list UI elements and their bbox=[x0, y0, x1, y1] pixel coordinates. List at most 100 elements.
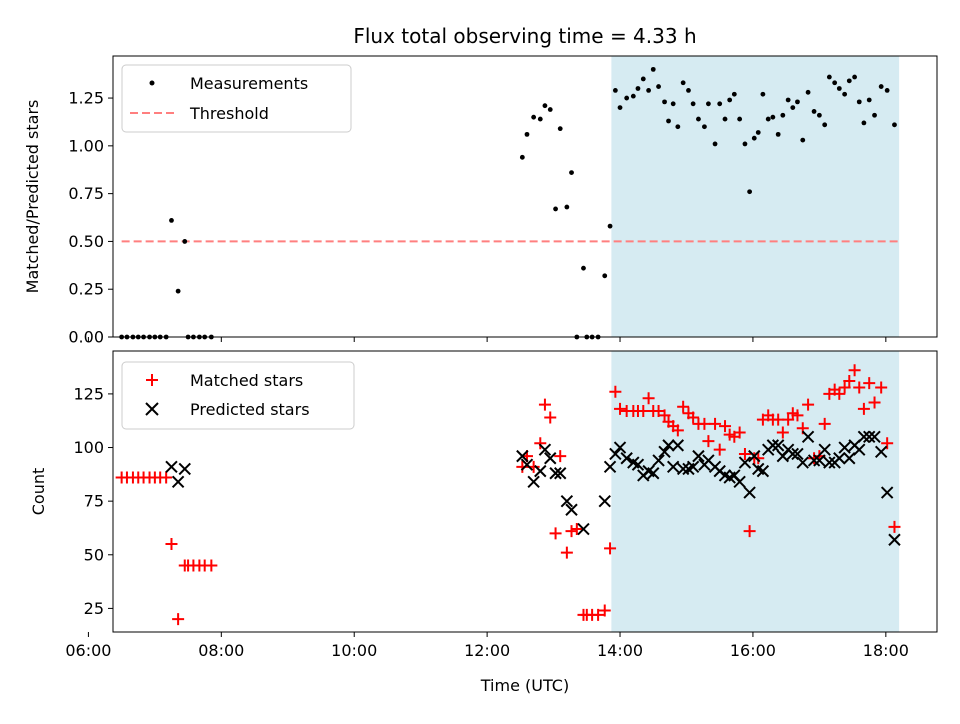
measurement-point bbox=[742, 141, 748, 147]
predicted-star-point bbox=[603, 460, 617, 474]
predicted-star-point bbox=[818, 443, 831, 456]
matched-star-point bbox=[544, 411, 557, 424]
predicted-star-point bbox=[853, 443, 866, 456]
measurement-point bbox=[680, 80, 686, 86]
legend-bottom: Matched stars Predicted stars bbox=[121, 361, 355, 430]
measurement-point bbox=[537, 116, 543, 122]
predicted-star-point bbox=[527, 475, 540, 489]
matched-star-point bbox=[818, 417, 831, 430]
legend-box bbox=[121, 64, 352, 133]
measurement-point bbox=[169, 217, 174, 223]
measurement-point bbox=[630, 93, 636, 99]
matched-star-point bbox=[733, 426, 746, 439]
legend-top: Measurements Threshold bbox=[121, 64, 352, 133]
measurement-point bbox=[846, 78, 852, 84]
measurement-point bbox=[731, 91, 737, 97]
predicted-star-point bbox=[598, 494, 611, 508]
measurement-point bbox=[861, 120, 867, 126]
measurement-point bbox=[811, 109, 817, 114]
matched-star-point bbox=[538, 398, 551, 411]
observing-window-span bbox=[611, 351, 900, 632]
predicted-star-point bbox=[613, 441, 627, 454]
x-tick-label: 10:00 bbox=[331, 641, 377, 660]
matched-star-point bbox=[838, 381, 851, 394]
predicted-star-point bbox=[676, 462, 690, 476]
x-tick-label: 12:00 bbox=[464, 641, 510, 660]
measurement-point bbox=[696, 116, 701, 122]
predicted-star-point bbox=[786, 447, 800, 461]
measurement-point bbox=[519, 154, 525, 160]
measurement-point bbox=[770, 114, 776, 120]
measurement-point bbox=[640, 76, 646, 82]
measurement-point bbox=[531, 114, 537, 120]
predicted-star-point bbox=[516, 449, 529, 463]
matched-star-point bbox=[516, 460, 529, 473]
matched-star-point bbox=[560, 546, 573, 559]
predicted-star-point bbox=[857, 430, 871, 444]
axes-frame bbox=[112, 350, 938, 633]
legend-predicted-marker bbox=[145, 402, 159, 416]
predicted-star-point bbox=[813, 454, 826, 467]
matched-star-point bbox=[534, 437, 547, 450]
predicted-star-point bbox=[888, 533, 901, 546]
measurement-point bbox=[866, 97, 872, 103]
matched-star-point bbox=[549, 527, 562, 540]
matched-star-point bbox=[165, 538, 178, 551]
predicted-star-point bbox=[863, 430, 876, 444]
measurement-point bbox=[832, 80, 838, 86]
predicted-star-point bbox=[880, 486, 894, 499]
measurement-point bbox=[884, 88, 890, 93]
measurement-point bbox=[751, 135, 757, 141]
measurement-point bbox=[816, 112, 822, 118]
measurement-point bbox=[795, 99, 800, 105]
measurement-point bbox=[747, 189, 753, 195]
y-tick-label: 75 bbox=[84, 492, 104, 511]
y-tick-label: 0.25 bbox=[68, 280, 104, 299]
measurement-point bbox=[175, 288, 181, 294]
legend-label-threshold: Threshold bbox=[189, 104, 269, 123]
x-tick-label: 06:00 bbox=[65, 641, 111, 660]
measurement-point bbox=[755, 130, 761, 135]
matched-star-point bbox=[160, 471, 173, 484]
top-panel: 0.00 0.25 0.50 0.75 1.00 1.25 Matched/Predicte… bbox=[23, 55, 938, 347]
predicted-star-point bbox=[692, 449, 705, 463]
measurement-point bbox=[553, 206, 558, 212]
matched-star-point bbox=[592, 608, 605, 621]
matched-star-point bbox=[554, 450, 567, 463]
measurement-point bbox=[717, 101, 723, 107]
x-tick-label: 14:00 bbox=[597, 641, 643, 660]
predicted-star-point bbox=[748, 449, 761, 463]
predicted-star-point bbox=[658, 445, 671, 459]
y-tick-label: 0.00 bbox=[68, 328, 104, 347]
y-tick-label: 50 bbox=[84, 545, 104, 564]
predicted-star-point bbox=[565, 503, 578, 516]
y-axis-label: Matched/Predicted stars bbox=[23, 100, 42, 294]
legend-label-measurements: Measurements bbox=[190, 74, 308, 93]
y-tick-label: 25 bbox=[84, 599, 104, 618]
predicted-star-point bbox=[686, 460, 700, 474]
measurement-point bbox=[702, 124, 707, 130]
predicted-star-point bbox=[843, 452, 856, 465]
measurement-point bbox=[612, 88, 618, 93]
measurement-point bbox=[856, 99, 862, 105]
measurement-point bbox=[892, 122, 897, 128]
matched-star-point bbox=[782, 413, 795, 426]
matched-star-point bbox=[205, 559, 218, 572]
measurement-point bbox=[646, 88, 651, 93]
x-tick-label: 08:00 bbox=[198, 641, 244, 660]
matched-star-point bbox=[702, 435, 715, 448]
measurement-point bbox=[780, 112, 786, 118]
legend-label-matched: Matched stars bbox=[190, 371, 303, 390]
matched-star-point bbox=[565, 525, 578, 538]
matched-star-point bbox=[172, 613, 185, 626]
predicted-star-point bbox=[733, 475, 746, 489]
measurement-point bbox=[737, 116, 743, 122]
predicted-star-point bbox=[823, 456, 836, 469]
measurement-point bbox=[564, 204, 570, 210]
matched-star-point bbox=[843, 375, 856, 388]
measurement-point bbox=[675, 124, 681, 130]
measurement-point bbox=[836, 86, 842, 91]
measurement-point bbox=[872, 112, 877, 118]
measurement-point bbox=[624, 95, 630, 101]
matched-star-point bbox=[743, 525, 756, 538]
